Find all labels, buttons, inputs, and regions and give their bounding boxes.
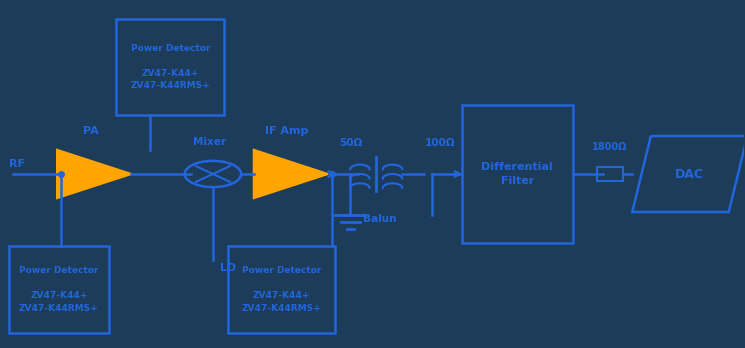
Text: IF Amp: IF Amp [265,126,309,136]
Text: Balun: Balun [363,214,396,224]
Text: 1800Ω: 1800Ω [592,142,628,152]
Text: Mixer: Mixer [193,137,226,147]
Polygon shape [57,150,131,198]
Text: 50Ω: 50Ω [339,139,362,148]
Text: RF: RF [9,159,25,169]
Text: Power Detector

ZV47-K44+
ZV47-K44RMS+: Power Detector ZV47-K44+ ZV47-K44RMS+ [241,267,321,313]
Text: DAC: DAC [675,167,704,181]
Text: Power Detector

ZV47-K44+
ZV47-K44RMS+: Power Detector ZV47-K44+ ZV47-K44RMS+ [19,267,99,313]
Text: PA: PA [83,126,98,136]
Polygon shape [254,150,328,198]
Text: Differential
Filter: Differential Filter [481,162,553,186]
Text: 100Ω: 100Ω [425,139,455,148]
Text: LO: LO [221,263,236,273]
Text: Power Detector

ZV47-K44+
ZV47-K44RMS+: Power Detector ZV47-K44+ ZV47-K44RMS+ [130,44,210,90]
